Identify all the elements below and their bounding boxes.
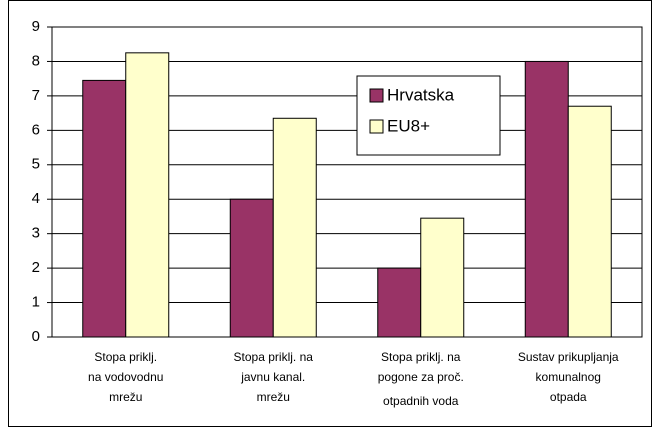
legend-swatch [369, 119, 384, 134]
y-tick-label: 6 [32, 121, 40, 138]
x-tick-label: na vodovodnu [88, 370, 163, 384]
x-tick-label: Stopa priklj. na [381, 350, 461, 364]
bar [125, 52, 170, 338]
x-tick-label: Stopa priklj. [94, 350, 157, 364]
legend-label: Hrvatska [387, 85, 455, 104]
y-tick-label: 7 [32, 87, 40, 104]
x-tick-label: javnu kanal. [240, 370, 305, 384]
bar [229, 198, 274, 338]
bar [82, 79, 127, 338]
x-tick-label: otpadnih voda [383, 394, 459, 408]
y-tick-label: 2 [32, 259, 40, 276]
y-tick-label: 8 [32, 52, 40, 69]
legend-label: EU8+ [387, 116, 430, 135]
bar [567, 105, 612, 338]
x-tick-label: komunalnog [536, 370, 601, 384]
y-tick-label: 4 [32, 190, 40, 207]
bar [524, 60, 569, 338]
x-tick-label: Stopa priklj. na [234, 350, 314, 364]
x-tick-label: Sustav prikupljanja [518, 350, 619, 364]
y-tick-label: 1 [32, 294, 40, 311]
bar [377, 267, 422, 338]
y-tick-label: 5 [32, 156, 40, 173]
x-tick-label: pogone za proč. [378, 370, 464, 384]
y-tick-label: 9 [32, 18, 40, 35]
y-tick-label: 0 [32, 328, 40, 345]
bar [272, 117, 317, 338]
x-tick-label: mrežu [109, 390, 142, 404]
x-tick-label: mrežu [257, 390, 290, 404]
legend-swatch [369, 88, 384, 103]
y-tick-label: 3 [32, 225, 40, 242]
x-tick-label: otpada [550, 390, 587, 404]
bar [420, 217, 465, 338]
